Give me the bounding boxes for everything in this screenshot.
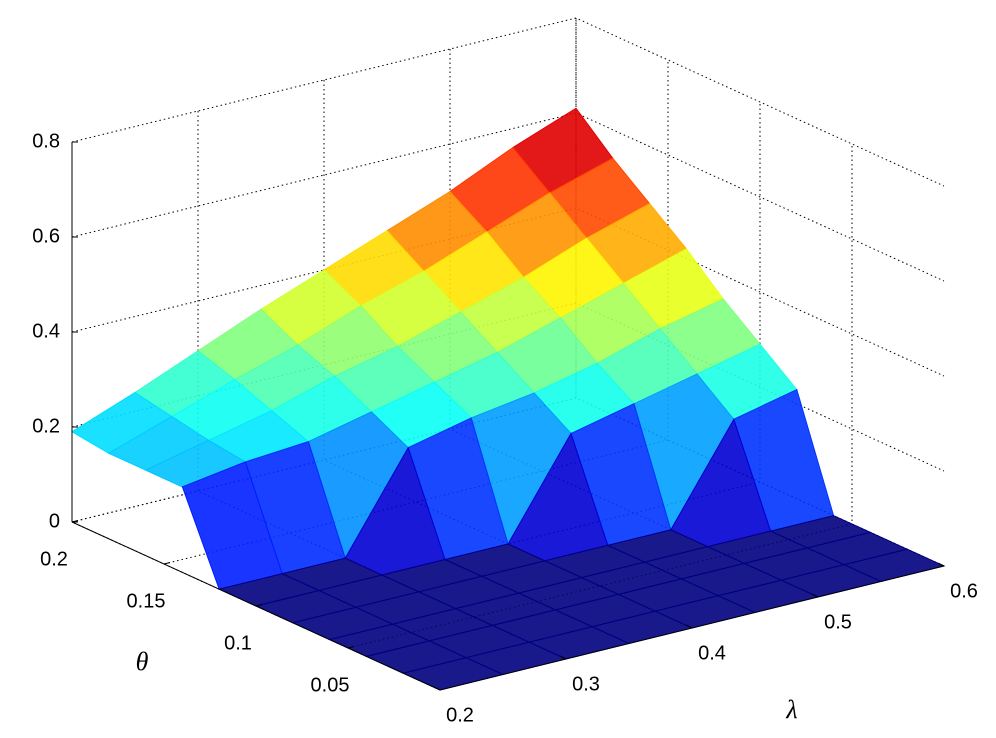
grid-line [71, 17, 945, 187]
y-tick-label: 0.15 [127, 590, 166, 612]
x-tick-label: 0.5 [824, 611, 852, 633]
tick-mark [937, 562, 945, 567]
grid-line [323, 80, 693, 629]
tick-mark [433, 686, 441, 691]
x-axis-label: λ [785, 695, 797, 724]
tick-mark [347, 646, 355, 649]
x-tick-label: 0.2 [446, 704, 474, 726]
tick-mark [163, 562, 171, 565]
z-tick-label: 0.2 [32, 415, 60, 437]
grid-line [71, 302, 945, 472]
tick-mark [71, 520, 79, 523]
grid-line [197, 111, 567, 660]
x-tick-label: 0.3 [572, 673, 600, 695]
grid-line [449, 49, 819, 598]
y-tick-label: 0.1 [224, 632, 252, 654]
y-axis-label: θ [136, 647, 149, 676]
z-tick-label: 0 [49, 510, 60, 532]
x-tick-label: 0.4 [698, 642, 726, 664]
y-axis [71, 521, 441, 691]
grid-line [71, 207, 945, 377]
tick-mark [255, 604, 263, 607]
z-tick-label: 0.6 [32, 225, 60, 247]
x-tick-label: 0.6 [950, 580, 978, 602]
grid-line [71, 112, 945, 282]
z-tick-label: 0.4 [32, 320, 60, 342]
tick-mark [811, 593, 819, 598]
tick-mark [559, 655, 567, 660]
y-tick-label: 0.05 [311, 674, 350, 696]
tick-mark [685, 624, 693, 629]
y-tick-label: 0.2 [40, 548, 68, 570]
z-tick-label: 0.8 [32, 130, 60, 152]
